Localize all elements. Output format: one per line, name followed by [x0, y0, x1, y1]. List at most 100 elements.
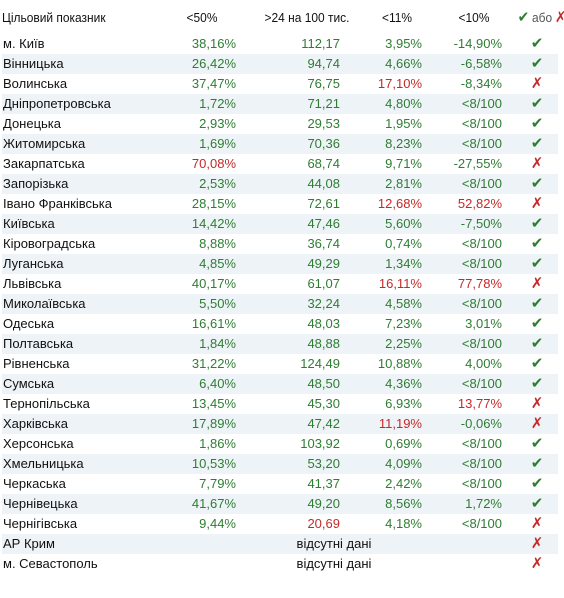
table-row: Донецька 2,93% 29,53 1,95% <8/100 ✔ — [2, 114, 558, 134]
table-row: Херсонська 1,86% 103,92 0,69% <8/100 ✔ — [2, 434, 558, 454]
header-col-1: <50% — [186, 9, 218, 25]
value-share-cell: 8,88% — [199, 236, 236, 251]
value-change-cell: -0,06% — [432, 414, 516, 434]
cross-mark-icon: ✗ — [530, 415, 544, 432]
status-cell: ✗ — [516, 414, 558, 434]
table-row: Волинська 37,47% 76,75 17,10% -8,34% ✗ — [2, 74, 558, 94]
value-share-cell: 2,93% — [199, 116, 236, 131]
status-cell: ✔ — [516, 134, 558, 154]
value-change-cell: <8/100 — [461, 516, 502, 531]
region-name: Закарпатська — [3, 156, 85, 171]
value-per-100k-cell: 49,29 — [252, 254, 362, 274]
check-mark-icon: ✔ — [530, 475, 544, 492]
value-per-100k-cell: 29,53 — [307, 116, 340, 131]
value-share-cell: 70,08% — [191, 156, 236, 171]
value-share-cell: 1,84% — [152, 334, 252, 354]
cross-mark-icon: ✗ — [530, 75, 544, 92]
value-share-cell: 28,15% — [191, 196, 236, 211]
header-col-4: <10% — [458, 9, 490, 25]
table-row-no-data: м. Севастополь відсутні дані ✗ — [2, 554, 558, 574]
status-cell: ✔ — [516, 114, 558, 134]
check-mark-icon: ✔ — [530, 255, 544, 272]
value-change-cell: -14,90% — [453, 36, 502, 51]
table-row: Чернігівська 9,44% 20,69 4,18% <8/100 ✗ — [2, 514, 558, 534]
value-percent-cell: 8,56% — [362, 494, 432, 514]
value-percent-cell: 2,42% — [385, 476, 422, 491]
value-percent-cell: 4,36% — [362, 374, 432, 394]
no-data-cell: відсутні дані — [152, 534, 516, 554]
value-share-cell: 38,16% — [191, 36, 236, 51]
value-per-100k-cell: 76,75 — [307, 76, 340, 91]
status-cell: ✔ — [516, 214, 558, 234]
value-share-cell: 6,40% — [152, 374, 252, 394]
value-share-cell: 1,69% — [152, 134, 252, 154]
region-name: Кіровоградська — [3, 236, 96, 251]
check-mark-icon: ✔ — [530, 335, 544, 352]
value-per-100k-cell: 20,69 — [307, 516, 340, 531]
value-share-cell: 16,61% — [191, 316, 236, 331]
table-row: Київська 14,42% 47,46 5,60% -7,50% ✔ — [2, 214, 558, 234]
table-body: м. Київ 38,16% 112,17 3,95% -14,90% ✔ Вінницьк… — [2, 34, 558, 574]
status-cell: ✗ — [516, 74, 558, 94]
table-row: Закарпатська 70,08% 68,74 9,71% -27,55% ✗ — [2, 154, 558, 174]
cross-mark-icon: ✗ — [530, 535, 544, 552]
check-mark-icon: ✔ — [517, 9, 530, 26]
status-cell: ✔ — [516, 334, 558, 354]
value-share-cell: 40,17% — [191, 276, 236, 291]
table-row: Одеська 16,61% 48,03 7,23% 3,01% ✔ — [2, 314, 558, 334]
value-change-cell: <8/100 — [432, 334, 516, 354]
value-percent-cell: 4,80% — [362, 94, 432, 114]
region-name: Івано Франківська — [3, 196, 112, 211]
regional-indicators-table: Цільовий показник <50% >24 на 100 тис. <… — [2, 0, 564, 574]
status-cell: ✔ — [516, 314, 558, 334]
value-percent-cell: 4,09% — [362, 454, 432, 474]
value-per-100k-cell: 48,88 — [252, 334, 362, 354]
region-name: Тернопільська — [3, 396, 90, 411]
value-change-cell: <8/100 — [432, 374, 516, 394]
value-percent-cell: 2,81% — [362, 174, 432, 194]
value-percent-cell: 3,95% — [385, 36, 422, 51]
value-per-100k-cell: 112,17 — [301, 36, 340, 51]
status-cell: ✗ — [516, 554, 558, 574]
region-name: Вінницька — [2, 54, 152, 74]
value-per-100k-cell: 70,36 — [252, 134, 362, 154]
table-header-row: Цільовий показник <50% >24 на 100 тис. <… — [2, 0, 564, 34]
status-cell: ✔ — [516, 54, 558, 74]
table-row-no-data: АР Крим відсутні дані ✗ — [2, 534, 558, 554]
value-percent-cell: 2,25% — [362, 334, 432, 354]
value-change-cell: <8/100 — [432, 254, 516, 274]
value-per-100k-cell: 124,49 — [300, 356, 340, 371]
header-target-indicator: Цільовий показник — [2, 9, 106, 25]
value-per-100k-cell: 45,30 — [307, 396, 340, 411]
check-mark-icon: ✔ — [530, 455, 544, 472]
value-change-cell: 1,72% — [432, 494, 516, 514]
cross-mark-icon: ✗ — [530, 555, 544, 572]
value-change-cell: <8/100 — [432, 94, 516, 114]
value-share-cell: 9,44% — [199, 516, 236, 531]
status-cell: ✗ — [516, 154, 558, 174]
value-per-100k-cell: 103,92 — [300, 436, 340, 451]
region-name: Житомирська — [2, 134, 152, 154]
value-percent-cell: 7,23% — [385, 316, 422, 331]
value-per-100k-cell: 53,20 — [252, 454, 362, 474]
value-share-cell: 5,50% — [152, 294, 252, 314]
value-per-100k-cell: 49,20 — [252, 494, 362, 514]
value-percent-cell: 6,93% — [385, 396, 422, 411]
value-percent-cell: 10,88% — [377, 356, 422, 371]
region-name: Херсонська — [3, 436, 74, 451]
value-share-cell: 37,47% — [191, 76, 236, 91]
table-row: Сумська 6,40% 48,50 4,36% <8/100 ✔ — [2, 374, 558, 394]
value-change-cell: 52,82% — [457, 196, 502, 211]
region-name: Одеська — [3, 316, 55, 331]
value-share-cell: 26,42% — [152, 54, 252, 74]
table-row: Кіровоградська 8,88% 36,74 0,74% <8/100 ✔ — [2, 234, 558, 254]
cross-mark-icon: ✗ — [530, 195, 544, 212]
value-change-cell: <8/100 — [461, 436, 502, 451]
table-row: Житомирська 1,69% 70,36 8,23% <8/100 ✔ — [2, 134, 558, 154]
check-mark-icon: ✔ — [530, 375, 544, 392]
check-mark-icon: ✔ — [530, 235, 544, 252]
value-per-100k-cell: 48,50 — [252, 374, 362, 394]
status-cell: ✔ — [516, 94, 558, 114]
value-share-cell: 2,53% — [152, 174, 252, 194]
region-name: Хмельницька — [2, 454, 152, 474]
